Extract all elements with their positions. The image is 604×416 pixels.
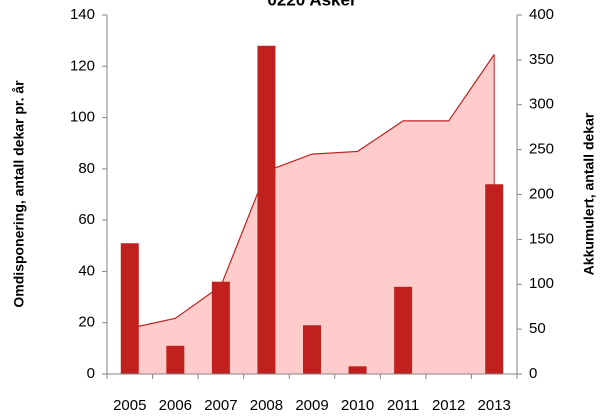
x-tick-label: 2013: [478, 397, 511, 414]
x-tick-label: 2005: [113, 397, 146, 414]
bar: [348, 366, 367, 374]
x-tick-label: 2010: [341, 397, 374, 414]
y2-tick-label: 100: [529, 275, 554, 292]
y2-tick-label: 0: [529, 365, 537, 382]
area-line: [129, 54, 495, 329]
x-tick-label: 2011: [387, 397, 419, 414]
y-tick-label: 120: [70, 57, 95, 74]
y-tick-label: 140: [70, 6, 95, 23]
bar: [303, 325, 321, 374]
y2-tick-label: 300: [529, 96, 554, 113]
bar: [257, 45, 276, 375]
y2-tick-label: 150: [529, 230, 554, 247]
y-tick-label: 80: [78, 160, 95, 177]
y-axis-label: Omdisponering, antall dekar pr. år: [11, 80, 27, 308]
x-tick-label: 2008: [250, 397, 283, 414]
y-tick-label: 0: [87, 365, 95, 382]
bar: [394, 286, 413, 374]
x-tick-label: 2006: [159, 397, 192, 414]
x-tick-label: 2007: [204, 397, 237, 414]
y2-axis-label: Akkumulert, antall dekar: [581, 112, 597, 275]
y-tick-label: 100: [70, 109, 95, 126]
y2-tick-label: 250: [529, 141, 554, 158]
bar: [120, 243, 139, 374]
bar: [211, 281, 230, 374]
y2-tick-label: 200: [529, 185, 554, 202]
y-tick-label: 20: [78, 314, 95, 331]
bar: [485, 184, 504, 374]
y2-tick-label: 400: [529, 6, 554, 23]
chart-title: 0220 Asker: [267, 0, 357, 9]
x-tick-label: 2009: [295, 397, 328, 414]
y-tick-label: 40: [78, 262, 95, 279]
bar: [166, 345, 185, 374]
x-tick-label: 2012: [432, 397, 465, 414]
y2-tick-label: 350: [529, 51, 554, 68]
y2-tick-label: 50: [529, 320, 546, 337]
y-tick-label: 60: [78, 211, 95, 228]
